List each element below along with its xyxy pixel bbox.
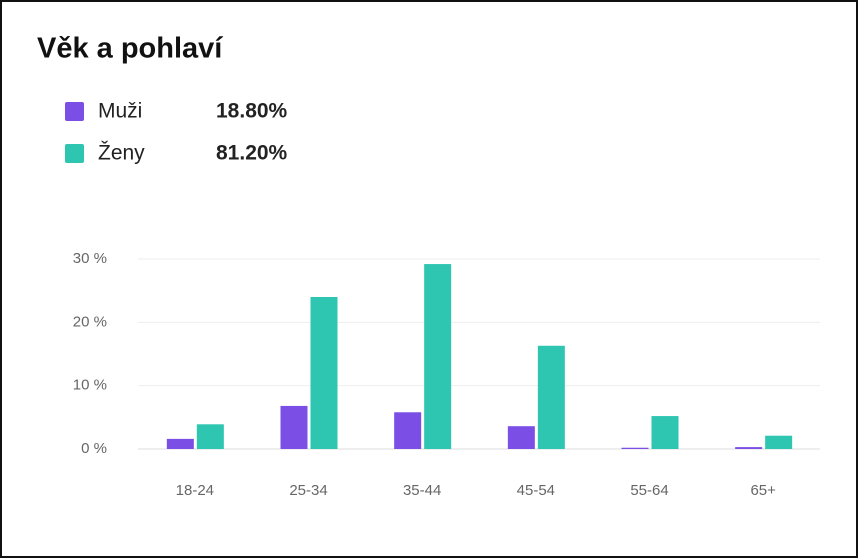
- x-tick-label: 25-34: [289, 482, 327, 499]
- x-tick-label: 65+: [750, 482, 776, 499]
- y-tick-label: 20 %: [73, 313, 107, 330]
- bar: [621, 447, 649, 449]
- bar: [651, 416, 679, 449]
- legend-share: 81.20%: [216, 142, 288, 165]
- bar: [394, 412, 422, 449]
- bar: [507, 426, 535, 449]
- x-tick-label: 18-24: [176, 482, 214, 499]
- legend-label: Ženy: [98, 142, 145, 165]
- legend-swatch: [65, 102, 84, 121]
- bar: [537, 345, 565, 449]
- bar: [424, 264, 452, 449]
- y-tick-label: 10 %: [73, 377, 107, 394]
- y-tick-label: 30 %: [73, 250, 107, 267]
- x-tick-label: 55-64: [630, 482, 668, 499]
- bar: [280, 405, 308, 449]
- legend-share: 18.80%: [216, 100, 288, 123]
- bar: [166, 438, 194, 449]
- bar: [765, 435, 793, 449]
- y-tick-label: 0 %: [81, 440, 107, 457]
- bar: [735, 447, 763, 449]
- x-tick-label: 45-54: [517, 482, 555, 499]
- bar: [196, 424, 224, 449]
- legend-swatch: [65, 144, 84, 163]
- legend-label: Muži: [98, 100, 142, 123]
- chart-title: Věk a pohlaví: [37, 33, 223, 65]
- bar: [310, 297, 338, 449]
- x-tick-label: 35-44: [403, 482, 441, 499]
